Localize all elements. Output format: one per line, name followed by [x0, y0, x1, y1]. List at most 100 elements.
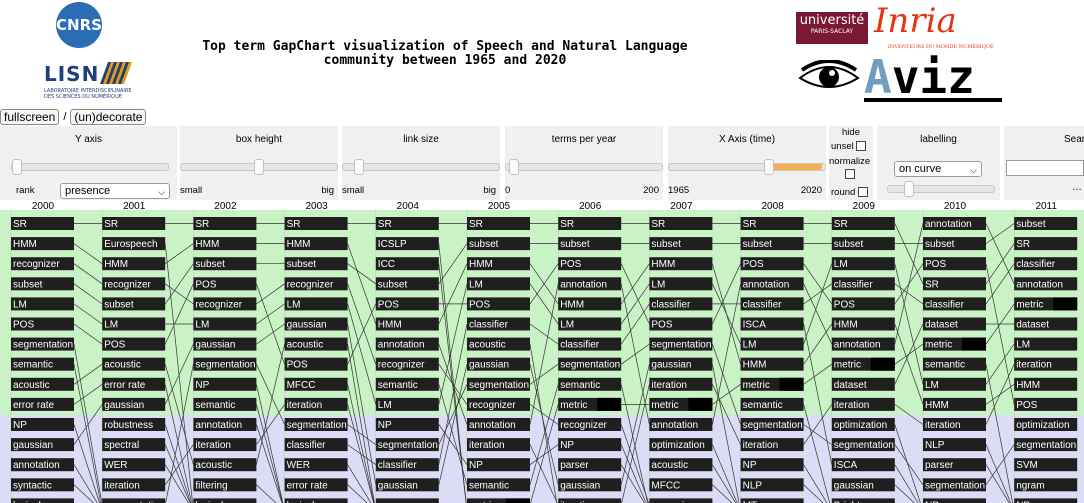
term-box[interactable] [375, 297, 439, 311]
terms-per-year-slider-thumb[interactable] [508, 159, 519, 175]
term-box[interactable] [1014, 257, 1078, 271]
term-box[interactable] [558, 337, 622, 351]
term-box[interactable] [649, 458, 713, 472]
term-box[interactable] [1014, 317, 1078, 331]
term-box[interactable] [284, 317, 348, 331]
term-box[interactable] [375, 217, 439, 230]
term-box[interactable] [11, 337, 74, 351]
term-box[interactable] [375, 337, 439, 351]
box-height-slider[interactable] [180, 159, 338, 175]
term-box[interactable] [102, 337, 166, 351]
term-box[interactable] [831, 277, 895, 291]
term-box[interactable] [102, 357, 166, 371]
term-box[interactable] [284, 237, 348, 251]
term-box[interactable] [1014, 478, 1078, 492]
term-box[interactable] [1014, 498, 1078, 503]
term-box[interactable] [284, 297, 348, 311]
term-box[interactable] [1014, 438, 1078, 452]
term-box[interactable] [558, 377, 622, 391]
term-box[interactable] [740, 357, 804, 371]
term-box[interactable] [102, 498, 166, 503]
term-box[interactable] [923, 277, 986, 291]
term-box[interactable] [284, 397, 348, 411]
term-box[interactable] [831, 257, 895, 271]
term-box[interactable] [558, 277, 622, 291]
term-box[interactable] [193, 478, 257, 492]
term-box[interactable] [740, 498, 804, 503]
labelling-slider[interactable] [887, 181, 995, 197]
term-box[interactable] [740, 237, 804, 251]
term-box[interactable] [923, 418, 986, 431]
term-box[interactable] [102, 458, 166, 472]
term-box[interactable] [740, 317, 804, 331]
term-box[interactable] [649, 337, 713, 351]
term-box[interactable] [649, 438, 713, 452]
term-box[interactable] [102, 317, 166, 331]
term-box[interactable] [193, 377, 257, 391]
term-box[interactable] [923, 498, 986, 503]
term-box[interactable] [1014, 377, 1078, 391]
term-box[interactable] [193, 317, 257, 331]
term-box[interactable] [11, 257, 74, 271]
term-box[interactable] [1014, 237, 1078, 251]
term-box[interactable] [193, 277, 257, 291]
term-box[interactable] [102, 418, 166, 431]
term-box[interactable] [1014, 357, 1078, 371]
term-box[interactable] [467, 237, 530, 251]
term-box[interactable] [923, 377, 986, 391]
term-box[interactable] [375, 498, 439, 503]
term-box[interactable] [558, 438, 622, 452]
y-axis-slider[interactable] [11, 159, 169, 175]
term-box[interactable] [467, 317, 530, 331]
term-box[interactable] [649, 277, 713, 291]
term-box[interactable] [375, 458, 439, 472]
term-box[interactable] [11, 418, 74, 431]
term-box[interactable] [740, 397, 804, 411]
term-box[interactable] [1014, 217, 1078, 230]
term-box[interactable] [102, 377, 166, 391]
term-box[interactable] [649, 498, 713, 503]
term-box[interactable] [558, 498, 622, 503]
term-box[interactable] [831, 458, 895, 472]
term-box[interactable] [740, 418, 804, 431]
term-box[interactable] [923, 478, 986, 492]
labelling-select[interactable]: on curve ⌵ [894, 161, 982, 177]
term-box[interactable] [467, 458, 530, 472]
term-box[interactable] [284, 257, 348, 271]
term-box[interactable] [649, 377, 713, 391]
term-box[interactable] [740, 277, 804, 291]
x-axis-range-start-thumb[interactable] [763, 159, 774, 175]
unsel-checkbox[interactable] [856, 141, 867, 152]
term-box[interactable] [375, 418, 439, 431]
term-box[interactable] [467, 217, 530, 230]
term-box[interactable] [740, 478, 804, 492]
y-axis-select[interactable]: presence ⌵ [60, 183, 170, 199]
term-box[interactable] [284, 337, 348, 351]
term-box[interactable] [284, 438, 348, 452]
term-box[interactable] [11, 297, 74, 311]
term-box[interactable] [193, 217, 257, 230]
term-box[interactable] [558, 458, 622, 472]
term-box[interactable] [923, 397, 986, 411]
term-box[interactable] [831, 377, 895, 391]
term-box[interactable] [467, 397, 530, 411]
term-box[interactable] [1014, 277, 1078, 291]
term-box[interactable] [11, 498, 74, 503]
term-box[interactable] [831, 498, 895, 503]
term-box[interactable] [193, 357, 257, 371]
term-box[interactable] [11, 397, 74, 411]
term-box[interactable] [11, 357, 74, 371]
term-box[interactable] [740, 257, 804, 271]
terms-per-year-slider[interactable] [505, 159, 663, 175]
term-box[interactable] [1014, 458, 1078, 472]
term-box[interactable] [649, 357, 713, 371]
term-box[interactable] [1014, 337, 1078, 351]
term-box[interactable] [11, 458, 74, 472]
term-box[interactable] [831, 397, 895, 411]
term-box[interactable] [649, 217, 713, 230]
term-box[interactable] [102, 257, 166, 271]
term-box[interactable] [284, 498, 348, 503]
term-box[interactable] [375, 237, 439, 251]
term-box[interactable] [193, 438, 257, 452]
term-box[interactable] [284, 277, 348, 291]
